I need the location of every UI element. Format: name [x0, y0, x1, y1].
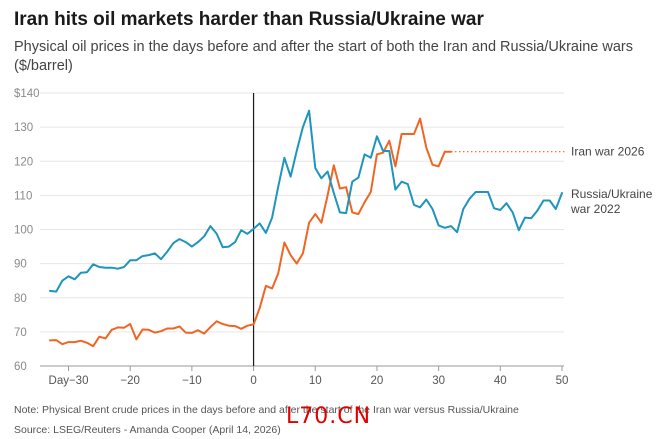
x-tick-label: 40: [494, 375, 507, 387]
x-axis-ticks: Day−30 −20 −10 0 10 20 30 40 50: [49, 366, 569, 387]
chart-title: Iran hits oil markets harder than Russia…: [14, 9, 484, 30]
chart-source: Source: LSEG/Reuters - Amanda Cooper (Ap…: [14, 424, 281, 436]
y-tick-label: 120: [14, 156, 33, 168]
x-tick-label: −20: [120, 375, 140, 387]
y-axis-ticks: 60 70 80 90 100 110 120 130 $140: [14, 88, 40, 373]
y-tick-label: 90: [14, 259, 27, 271]
y-tick-label: $140: [14, 88, 40, 100]
series-labels: Iran war 2026 Russia/Ukraine war 2022: [570, 145, 653, 216]
chart-note: Note: Physical Brent crude prices in the…: [14, 404, 519, 416]
x-tick-label: −10: [182, 375, 202, 387]
russia-series-line: [49, 109, 563, 293]
x-tick-label: 0: [250, 375, 256, 387]
russia-series-label: Russia/Ukraine war 2022: [570, 187, 653, 216]
x-tick-label: 10: [309, 375, 322, 387]
y-tick-label: 130: [14, 122, 33, 134]
x-tick-label: 20: [371, 375, 384, 387]
line-chart: 60 70 80 90 100 110 120 130 $140 Day−30 −20 −10 0 10…: [14, 88, 653, 387]
x-tick-label: Day−30: [49, 375, 89, 387]
y-tick-label: 100: [14, 225, 33, 237]
y-tick-label: 80: [14, 293, 27, 305]
x-tick-label: 30: [432, 375, 445, 387]
watermark-logo: L70.CN: [286, 404, 372, 429]
y-tick-label: 70: [14, 327, 27, 339]
chart-subtitle: Physical oil prices in the days before a…: [14, 39, 633, 74]
x-tick-label: 50: [556, 375, 569, 387]
y-tick-label: 60: [14, 361, 27, 373]
y-tick-label: 110: [14, 190, 32, 202]
series-lines: [49, 109, 567, 348]
iran-series-label: Iran war 2026: [571, 145, 645, 159]
